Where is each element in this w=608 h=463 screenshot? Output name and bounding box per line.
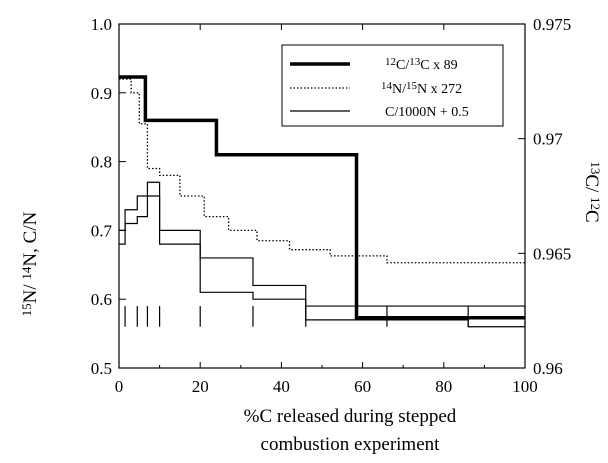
y-right-tick-label: 0.975 <box>533 15 571 34</box>
legend-sup-12: 12 <box>385 56 396 68</box>
x-axis-title-line2: combustion experiment <box>261 434 441 455</box>
x-tick-label: 20 <box>192 377 209 396</box>
y-left-tick-label: 0.8 <box>91 153 112 172</box>
y-axis-right-title: 13C/ 12C <box>581 161 603 222</box>
y-right-sup-12: 12 <box>588 197 603 210</box>
legend-n-slash: N/ <box>392 82 406 97</box>
series-line-thin-high <box>119 195 525 307</box>
y-left-tick-label: 0.5 <box>91 359 112 378</box>
y-right-tick-label: 0.96 <box>533 359 563 378</box>
legend: 12C/13C x 89 14N/15N x 272 C/1000N + 0.5 <box>281 44 504 127</box>
y-left-tick-label: 0.6 <box>91 290 112 309</box>
y-axis-left: 0.5 0.6 0.7 0.8 0.9 1.0 <box>91 15 126 378</box>
legend-label-cn-ratio: C/1000N + 0.5 <box>385 105 469 120</box>
y-left-tick-label: 1.0 <box>91 15 112 34</box>
legend-sup-13: 13 <box>409 56 421 68</box>
series-group <box>119 75 526 328</box>
y-left-sup-14: 14 <box>19 266 34 280</box>
series-line-thin-low <box>119 181 525 328</box>
x-tick-label: 40 <box>273 377 290 396</box>
legend-label-nitrogen-ratio: 14N/15N x 272 <box>381 80 462 97</box>
y-axis-left-title: 15N/ 14N, C/N <box>19 211 41 316</box>
x-axis-title-line1: %C released during stepped <box>244 406 457 427</box>
x-tick-label: 0 <box>115 377 124 396</box>
legend-c-slash: C/ <box>396 58 409 73</box>
y-right-c-slash: C/ <box>581 174 602 197</box>
legend-label-carbon-ratio: 12C/13C x 89 <box>385 56 458 73</box>
y-left-n-slash: N/ <box>20 280 41 304</box>
legend-box <box>281 44 504 127</box>
y-right-c: C <box>581 210 602 223</box>
x-tick-label: 60 <box>354 377 371 396</box>
y-right-tick-label: 0.965 <box>533 244 571 263</box>
legend-sup-14: 14 <box>381 80 393 92</box>
legend-n-tail: N x 272 <box>417 82 462 97</box>
y-left-tick-label: 0.7 <box>91 221 113 240</box>
y-left-rest: N, C/N <box>20 211 41 266</box>
x-axis: 0 20 40 60 80 100 <box>115 24 538 396</box>
x-tick-label: 100 <box>512 377 538 396</box>
series-line-thick <box>119 75 525 320</box>
y-axis-right: 0.96 0.965 0.97 0.975 <box>518 15 571 378</box>
x-tick-label: 80 <box>435 377 452 396</box>
series-line-dotted <box>119 78 525 264</box>
y-left-sup-15: 15 <box>19 303 34 316</box>
y-right-sup-13: 13 <box>588 161 603 174</box>
legend-c-tail: C x 89 <box>420 58 457 73</box>
legend-sup-15: 15 <box>406 80 418 92</box>
y-right-tick-label: 0.97 <box>533 130 563 149</box>
y-left-tick-label: 0.9 <box>91 84 112 103</box>
